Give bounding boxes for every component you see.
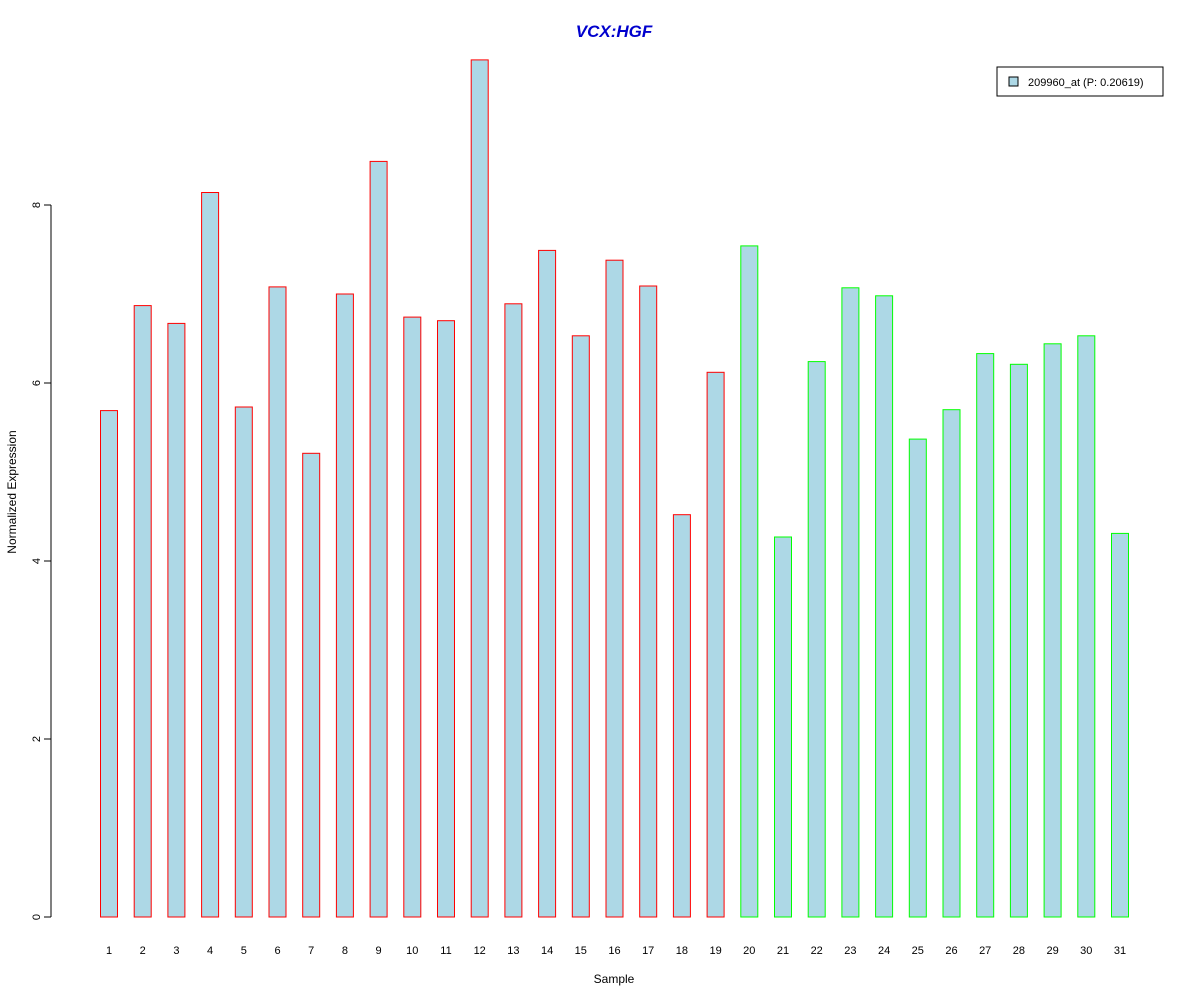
x-tick-label: 10 bbox=[406, 945, 418, 957]
x-tick-label: 30 bbox=[1080, 945, 1092, 957]
bar-sample-24 bbox=[875, 295, 894, 918]
x-tick-label: 7 bbox=[308, 945, 314, 957]
x-tick-label: 1 bbox=[106, 945, 112, 957]
x-tick-labels: 1 2 3 4 5 6 7 8 9 10 11 12 13 14 15 16 17 18 19 20 21 22 23 24 2… bbox=[106, 945, 1126, 957]
bar-sample-9 bbox=[369, 160, 388, 918]
bar-sample-20 bbox=[740, 245, 759, 918]
x-tick-label: 27 bbox=[979, 945, 991, 957]
y-axis: 0 2 4 6 8 bbox=[31, 202, 52, 920]
x-tick-label: 2 bbox=[140, 945, 146, 957]
y-tick-label: 0 bbox=[31, 914, 43, 920]
x-tick-label: 9 bbox=[376, 945, 382, 957]
x-tick-label: 5 bbox=[241, 945, 247, 957]
bar-sample-2 bbox=[133, 305, 152, 918]
bar-sample-15 bbox=[571, 335, 590, 918]
bar-sample-30 bbox=[1077, 335, 1096, 918]
legend-label: 209960_at (P: 0.20619) bbox=[1028, 77, 1144, 89]
bar-sample-29 bbox=[1043, 343, 1062, 918]
x-tick-label: 20 bbox=[743, 945, 755, 957]
bar-sample-28 bbox=[1009, 363, 1028, 918]
bar-sample-17 bbox=[639, 285, 658, 918]
chart-title: VCX:HGF bbox=[576, 22, 653, 41]
x-tick-label: 4 bbox=[207, 945, 213, 957]
bar-sample-6 bbox=[268, 286, 287, 918]
bar-sample-31 bbox=[1111, 532, 1129, 918]
bar-sample-12 bbox=[470, 59, 489, 918]
bar-sample-10 bbox=[403, 316, 422, 918]
bar-sample-1 bbox=[100, 410, 118, 918]
y-tick-label: 4 bbox=[31, 558, 43, 564]
x-tick-label: 11 bbox=[440, 945, 451, 957]
bar-sample-13 bbox=[504, 303, 523, 918]
bar-sample-19 bbox=[706, 371, 725, 918]
x-tick-label: 18 bbox=[676, 945, 688, 957]
y-tick-label: 2 bbox=[31, 736, 43, 742]
bar-sample-14 bbox=[538, 249, 557, 918]
bar-sample-16 bbox=[605, 259, 624, 918]
x-tick-label: 22 bbox=[811, 945, 823, 957]
x-tick-label: 21 bbox=[777, 945, 789, 957]
x-tick-label: 12 bbox=[474, 945, 486, 957]
x-axis-title: Sample bbox=[594, 972, 635, 986]
bar-sample-5 bbox=[234, 406, 253, 918]
bar-sample-3 bbox=[167, 322, 186, 918]
x-tick-label: 25 bbox=[912, 945, 924, 957]
x-tick-label: 14 bbox=[541, 945, 553, 957]
legend-box bbox=[996, 66, 1164, 97]
bar-sample-11 bbox=[437, 320, 455, 918]
bar-sample-7 bbox=[302, 452, 321, 918]
bar-sample-23 bbox=[841, 287, 860, 918]
legend-swatch bbox=[1008, 76, 1019, 87]
x-tick-label: 29 bbox=[1046, 945, 1058, 957]
x-tick-label: 3 bbox=[173, 945, 179, 957]
y-tick-label: 8 bbox=[31, 202, 43, 208]
x-tick-label: 23 bbox=[844, 945, 856, 957]
x-tick-label: 13 bbox=[507, 945, 519, 957]
bar-sample-27 bbox=[976, 353, 995, 918]
y-axis-title: Normalized Expression bbox=[5, 430, 19, 553]
bar-sample-21 bbox=[774, 536, 792, 918]
x-tick-label: 6 bbox=[274, 945, 280, 957]
bar-sample-4 bbox=[201, 192, 220, 918]
x-tick-label: 24 bbox=[878, 945, 890, 957]
bar-sample-18 bbox=[672, 514, 691, 918]
x-tick-label: 16 bbox=[608, 945, 620, 957]
x-tick-label: 8 bbox=[342, 945, 348, 957]
x-tick-label: 31 bbox=[1114, 945, 1126, 957]
bar-sample-22 bbox=[807, 361, 826, 918]
bar-sample-25 bbox=[908, 438, 927, 918]
x-tick-label: 17 bbox=[642, 945, 654, 957]
legend: 209960_at (P: 0.20619) bbox=[996, 66, 1164, 97]
bar-sample-8 bbox=[335, 293, 354, 918]
x-tick-label: 28 bbox=[1013, 945, 1025, 957]
x-tick-label: 26 bbox=[945, 945, 957, 957]
x-tick-label: 19 bbox=[709, 945, 721, 957]
x-tick-label: 15 bbox=[575, 945, 587, 957]
bars-group bbox=[100, 59, 1129, 918]
y-tick-label: 6 bbox=[31, 380, 43, 386]
bar-sample-26 bbox=[942, 409, 961, 918]
